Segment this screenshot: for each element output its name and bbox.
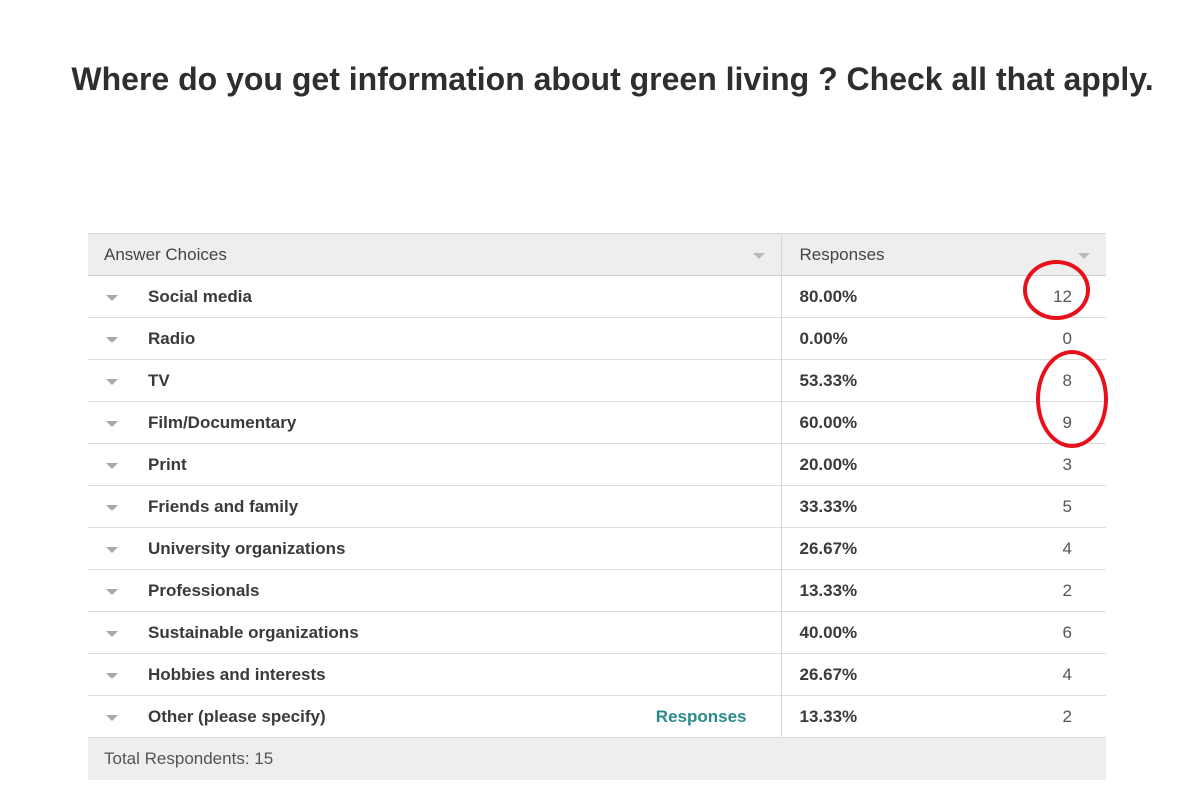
choice-cell: Radio [88,317,782,360]
table-row: Social media 80.00% 12 [88,275,1106,318]
table-row: Other (please specify) Responses 13.33% … [88,695,1106,738]
total-respondents: Total Respondents: 15 [88,737,1106,780]
choice-label: Other (please specify) [148,706,326,726]
answer-choices-header-label: Answer Choices [104,244,227,264]
results-table: Answer Choices Responses Social media 80… [88,233,1106,780]
other-responses-link[interactable]: Responses [655,706,747,726]
expand-caret-icon[interactable] [106,462,118,469]
percent-cell: 0.00% [781,317,993,360]
choice-cell: Hobbies and interests [88,653,782,696]
table-row: Print 20.00% 3 [88,443,1106,486]
expand-caret-icon[interactable] [106,504,118,511]
expand-caret-icon[interactable] [106,630,118,637]
percent-cell: 26.67% [781,653,993,696]
choice-label: Film/Documentary [148,412,297,432]
choice-cell: Social media [88,275,782,318]
count-cell: 2 [993,569,1106,612]
expand-caret-icon[interactable] [106,546,118,553]
choice-label: Friends and family [148,496,299,516]
expand-caret-icon[interactable] [106,672,118,679]
percent-cell: 33.33% [781,485,993,528]
sort-caret-icon[interactable] [752,252,765,259]
expand-caret-icon[interactable] [106,588,118,595]
responses-header-label: Responses [799,244,885,264]
choice-label: TV [148,370,170,390]
expand-caret-icon[interactable] [106,378,118,385]
table-row: Professionals 13.33% 2 [88,569,1106,612]
table-row: Hobbies and interests 26.67% 4 [88,653,1106,696]
table-row: University organizations 26.67% 4 [88,527,1106,570]
percent-cell: 26.67% [781,527,993,570]
table-row: Radio 0.00% 0 [88,317,1106,360]
choice-cell: Friends and family [88,485,782,528]
page-title: Where do you get information about green… [71,61,1154,97]
choice-cell: Sustainable organizations [88,611,782,654]
choice-label: Sustainable organizations [148,622,359,642]
percent-cell: 80.00% [781,275,993,318]
table-row: Friends and family 33.33% 5 [88,485,1106,528]
count-cell: 12 [993,275,1106,318]
choice-cell: Other (please specify) Responses [88,695,782,738]
table-row: Sustainable organizations 40.00% 6 [88,611,1106,654]
percent-cell: 60.00% [781,401,993,444]
choice-label: Radio [148,328,196,348]
choice-label: University organizations [148,538,346,558]
choice-cell: University organizations [88,527,782,570]
choice-cell: Print [88,443,782,486]
responses-count-header[interactable] [993,233,1106,276]
choice-cell: Professionals [88,569,782,612]
choice-label: Hobbies and interests [148,664,326,684]
count-cell: 0 [993,317,1106,360]
percent-cell: 20.00% [781,443,993,486]
expand-caret-icon[interactable] [106,294,118,301]
count-cell: 6 [993,611,1106,654]
table-row: Film/Documentary 60.00% 9 [88,401,1106,444]
percent-cell: 13.33% [781,569,993,612]
choice-label: Print [148,454,187,474]
count-cell: 5 [993,485,1106,528]
choice-cell: Film/Documentary [88,401,782,444]
percent-cell: 13.33% [781,695,993,738]
responses-header[interactable]: Responses [781,233,993,276]
count-cell: 8 [993,359,1106,402]
count-cell: 3 [993,443,1106,486]
expand-caret-icon[interactable] [106,336,118,343]
count-cell: 4 [993,653,1106,696]
choice-cell: TV [88,359,782,402]
count-cell: 2 [993,695,1106,738]
sort-caret-icon[interactable] [1078,252,1090,259]
choice-label: Professionals [148,580,260,600]
table-row: TV 53.33% 8 [88,359,1106,402]
expand-caret-icon[interactable] [106,420,118,427]
answer-choices-header[interactable]: Answer Choices [88,233,782,276]
percent-cell: 53.33% [781,359,993,402]
percent-cell: 40.00% [781,611,993,654]
table-header-row: Answer Choices Responses [88,233,1106,276]
choice-label: Social media [148,286,252,306]
table-footer-row: Total Respondents: 15 [88,737,1106,780]
count-cell: 9 [993,401,1106,444]
count-cell: 4 [993,527,1106,570]
expand-caret-icon[interactable] [106,714,118,721]
